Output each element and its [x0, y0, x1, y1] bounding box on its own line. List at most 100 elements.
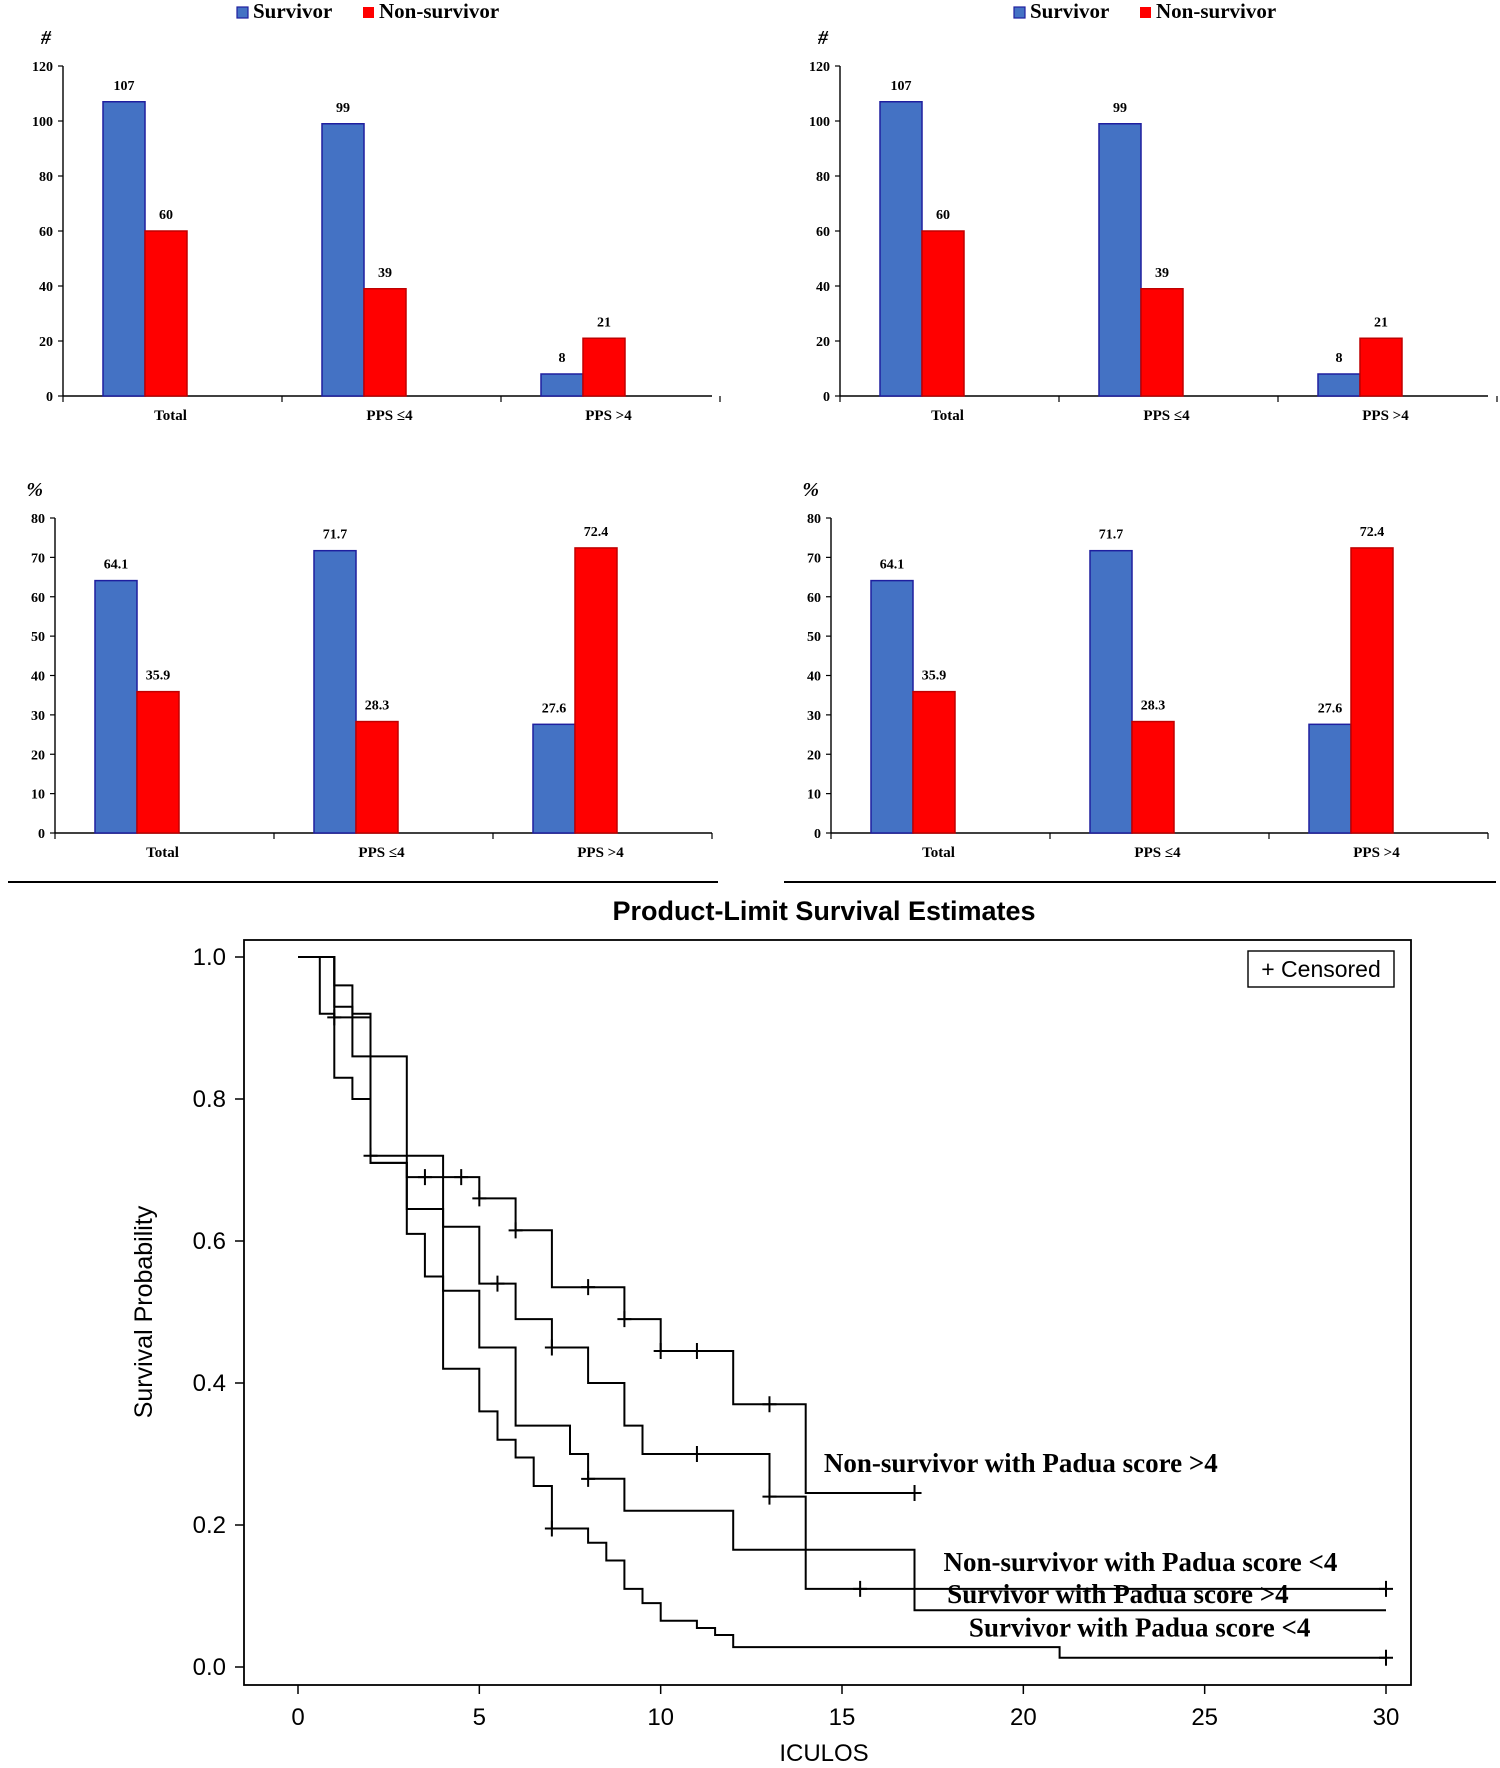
panel1-ytick-label: 20: [816, 335, 830, 350]
panel1-category-label: PPS ≤4: [1143, 408, 1190, 424]
km-censor-mark: [544, 1520, 559, 1537]
panel2-ytick-label: 70: [31, 551, 45, 566]
panel0-ytick-label: 100: [32, 115, 53, 130]
panel2-ytick-label: 20: [31, 748, 45, 763]
km-curve-annotation: Non-survivor with Padua score >4: [824, 1448, 1218, 1478]
km-censor-mark: [907, 1485, 922, 1502]
panel3-data-label: 28.3: [1141, 699, 1166, 714]
km-curve-annotation: Survivor with Padua score >4: [947, 1579, 1288, 1609]
panel1-survivor-bar: [879, 101, 923, 397]
panel0-data-label: 99: [336, 101, 350, 116]
km-censor-mark: [689, 1343, 704, 1360]
panel2-category-label: Total: [146, 845, 179, 861]
panel2-data-label: 72.4: [584, 525, 609, 540]
panel2-ytick-label: 0: [38, 827, 45, 842]
panel1-nonsurvivor-bar: [921, 230, 965, 397]
panel1-data-label: 107: [891, 79, 912, 94]
panel2-survivor-bar: [532, 723, 576, 834]
panel1-legend-nonsurvivor-label: Non-survivor: [1156, 0, 1276, 23]
panel2-ytick-label: 60: [31, 591, 45, 606]
panel1-category-label: PPS >4: [1362, 408, 1409, 424]
panel3-data-label: 64.1: [880, 558, 905, 573]
panel0-survivor-bar: [102, 101, 146, 397]
km-curve-2: [298, 956, 1386, 1612]
km-curve-annotation: Non-survivor with Padua score <4: [944, 1547, 1338, 1577]
panel2-nonsurvivor-bar: [355, 720, 399, 834]
panel1-data-label: 99: [1113, 101, 1127, 116]
panel3-data-label: 35.9: [922, 669, 947, 684]
panel3-ytick-label: 70: [807, 551, 821, 566]
panel3-ytick-label: 60: [807, 591, 821, 606]
km-ytick-label: 0.8: [193, 1086, 226, 1113]
km-title: Product-Limit Survival Estimates: [612, 896, 1035, 926]
km-curve-0: [298, 956, 915, 1494]
km-xtick-label: 20: [1010, 1704, 1037, 1731]
panel2-ytick-label: 50: [31, 630, 45, 645]
panel1-survivor-bar: [1098, 123, 1142, 397]
panel0-ylabel: #: [40, 27, 52, 49]
km-curve-annotation: Survivor with Padua score <4: [969, 1612, 1310, 1642]
panel3-survivor-bar: [870, 579, 914, 834]
km-censor-mark: [653, 1343, 668, 1360]
km-censor-mark: [581, 1279, 596, 1296]
km-censor-mark: [853, 1580, 868, 1597]
km-censor-mark: [490, 1275, 505, 1292]
panel2-ylabel: %: [26, 479, 43, 501]
panel1-data-label: 39: [1155, 266, 1169, 281]
km-plot-frame: [243, 939, 1412, 1686]
panel2-survivor-bar: [94, 579, 138, 834]
panel1-data-label: 8: [1336, 351, 1343, 366]
panel0-category-label: PPS ≤4: [366, 408, 413, 424]
km-xtick-label: 15: [829, 1704, 856, 1731]
panel3-ytick-label: 0: [814, 827, 821, 842]
panel2-data-label: 27.6: [542, 701, 567, 716]
km-censor-mark: [581, 1470, 596, 1487]
panel1-ytick-label: 100: [809, 115, 830, 130]
panel2-data-label: 64.1: [104, 558, 129, 573]
panel2-data-label: 28.3: [365, 699, 390, 714]
panel2-nonsurvivor-bar: [136, 690, 180, 834]
panel3-ytick-label: 80: [807, 512, 821, 527]
panel0-data-label: 60: [159, 208, 173, 223]
km-curve-1: [298, 956, 1386, 1590]
panel3-category-label: PPS >4: [1353, 845, 1400, 861]
panel3-data-label: 27.6: [1318, 701, 1343, 716]
panel3-data-label: 72.4: [1360, 525, 1385, 540]
panel3-ytick-label: 20: [807, 748, 821, 763]
panel0-legend-survivor-swatch: [236, 6, 249, 19]
panel3-category-label: Total: [922, 845, 955, 861]
panel0-nonsurvivor-bar: [144, 230, 188, 397]
km-curve-3: [298, 956, 1386, 1659]
km-censor-mark: [544, 1339, 559, 1356]
km-censor-mark: [762, 1396, 777, 1413]
panel3-nonsurvivor-bar: [1131, 720, 1175, 834]
panel1-ylabel: #: [817, 27, 829, 49]
panel0-ytick-label: 40: [39, 280, 53, 295]
panel0-data-label: 107: [114, 79, 135, 94]
km-censor-mark: [617, 1311, 632, 1328]
km-xtick-label: 30: [1373, 1704, 1400, 1731]
panel0-ytick-label: 60: [39, 225, 53, 240]
panel0-data-label: 21: [597, 315, 611, 330]
panel2-category-label: PPS >4: [577, 845, 624, 861]
km-ytick-label: 0.6: [193, 1228, 226, 1255]
panel2-nonsurvivor-bar: [574, 547, 618, 834]
panel0-ytick-label: 120: [32, 60, 53, 75]
panel1-legend-survivor-label: Survivor: [1030, 0, 1109, 23]
panel1-legend-survivor-swatch: [1013, 6, 1026, 19]
panel0-data-label: 8: [559, 351, 566, 366]
km-censor-mark: [1379, 1649, 1393, 1666]
panel3-ylabel: %: [802, 479, 819, 501]
km-censor-mark: [762, 1488, 777, 1505]
km-ytick-label: 0.0: [193, 1654, 226, 1681]
panel0-ytick-label: 20: [39, 335, 53, 350]
panel0-ytick-label: 0: [46, 390, 53, 405]
km-xtick-label: 25: [1191, 1704, 1218, 1731]
panel3-category-label: PPS ≤4: [1134, 845, 1181, 861]
km-ylabel: Survival Probability: [130, 1205, 158, 1418]
panel3-ytick-label: 30: [807, 709, 821, 724]
panel3-nonsurvivor-bar: [1350, 547, 1394, 834]
panel1-nonsurvivor-bar: [1140, 288, 1184, 397]
panel2-ytick-label: 40: [31, 670, 45, 685]
panel1-ytick-label: 60: [816, 225, 830, 240]
